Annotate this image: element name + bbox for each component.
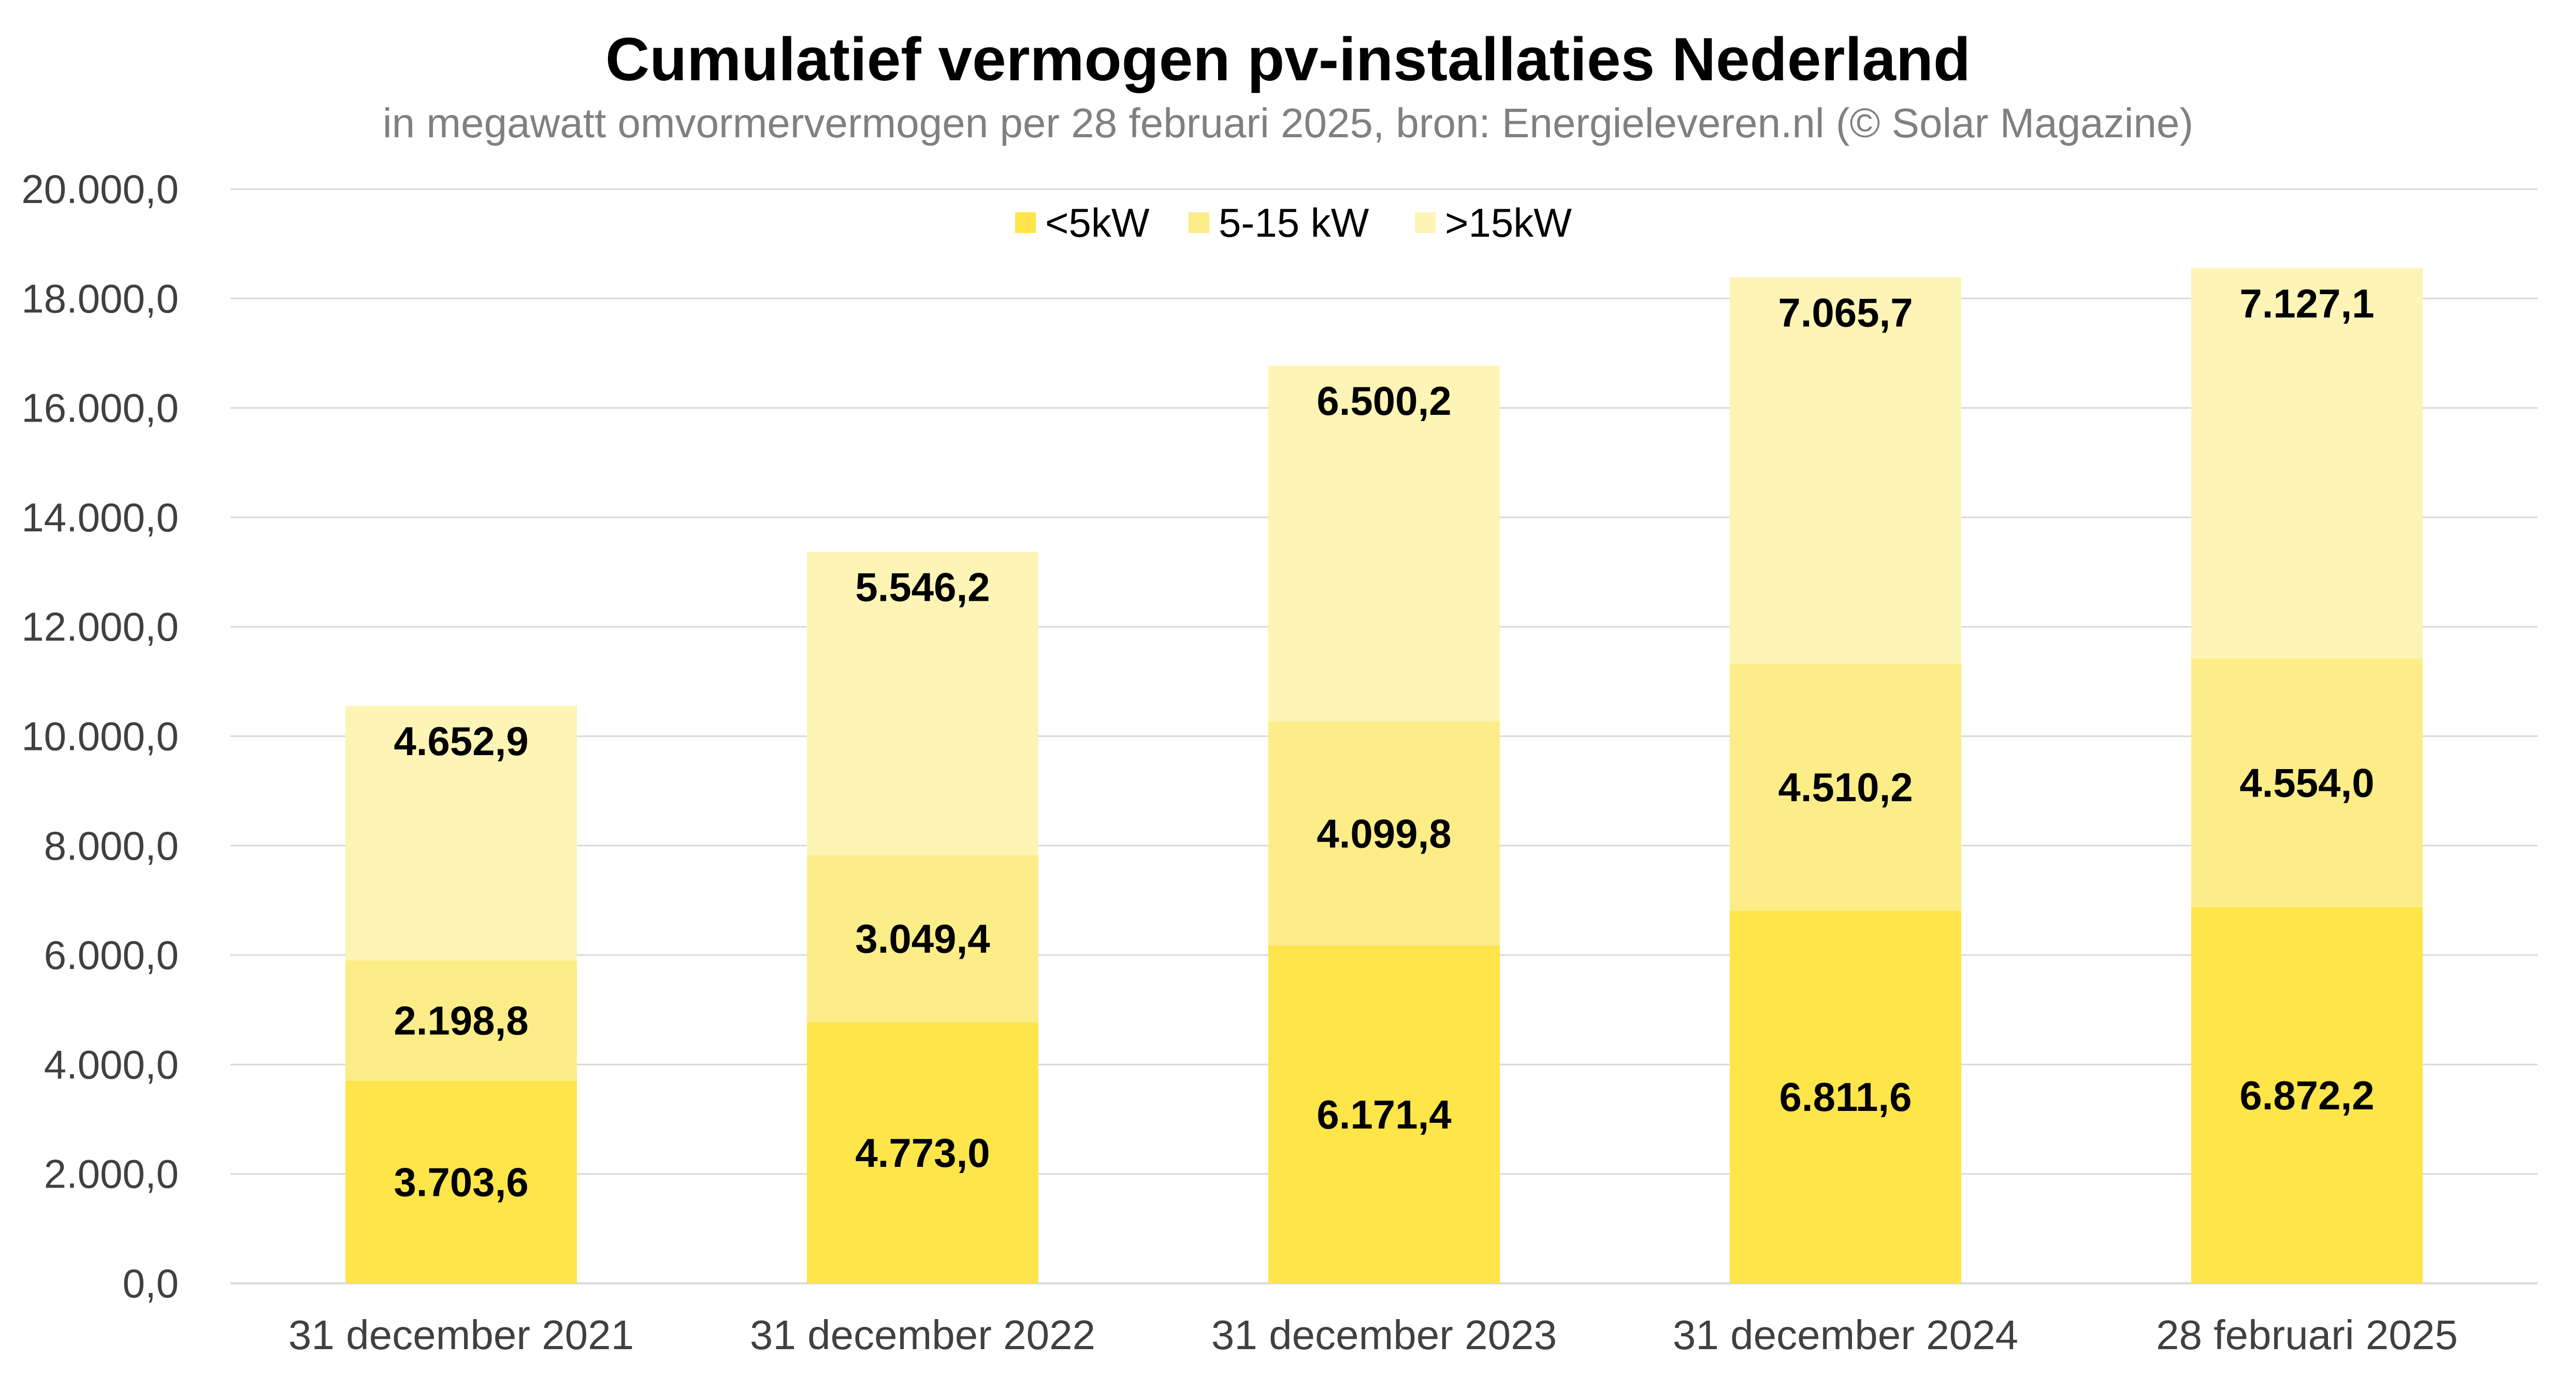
y-tick-label: 8.000,0 xyxy=(44,823,179,869)
y-tick-label: 18.000,0 xyxy=(21,276,179,321)
legend-swatch xyxy=(1015,212,1036,233)
data-label: 6.171,4 xyxy=(1316,1092,1451,1137)
x-axis-category-labels: 31 december 2021 31 december 2022 31 decem… xyxy=(288,1312,2458,1358)
bar-segment xyxy=(807,1022,1038,1283)
y-tick-label: 2.000,0 xyxy=(44,1151,179,1197)
data-label: 4.554,0 xyxy=(2239,760,2374,805)
y-tick-label: 12.000,0 xyxy=(21,604,179,649)
bar-segment xyxy=(1268,366,1500,721)
legend-swatch xyxy=(1415,212,1436,233)
y-tick-label: 16.000,0 xyxy=(21,385,179,431)
bar-segment xyxy=(1268,945,1500,1283)
y-tick-label: 4.000,0 xyxy=(44,1042,179,1087)
bar-segment xyxy=(1730,663,1961,911)
data-label: 6.872,2 xyxy=(2239,1073,2374,1118)
bar-segment xyxy=(807,552,1038,856)
y-tick-label: 0,0 xyxy=(123,1261,179,1306)
chart-title: Cumulatief vermogen pv-installaties Nede… xyxy=(605,25,1971,94)
data-label: 4.652,9 xyxy=(394,718,528,764)
data-label: 6.500,2 xyxy=(1316,378,1451,424)
bar-segment xyxy=(2191,268,2423,658)
data-label: 5.546,2 xyxy=(855,565,990,610)
x-category-label: 31 december 2024 xyxy=(1673,1312,2018,1358)
chart-subtitle: in megawatt omvormervermogen per 28 febr… xyxy=(383,100,2193,146)
data-labels: 3.703,6 2.198,8 4.652,9 4.773,0 3.049,4 5.546… xyxy=(394,281,2374,1205)
data-label: 3.049,4 xyxy=(855,916,990,962)
bar-segment xyxy=(345,1080,577,1283)
legend-swatch xyxy=(1189,212,1209,233)
bar-segment xyxy=(807,855,1038,1022)
x-category-label: 28 februari 2025 xyxy=(2156,1312,2458,1358)
data-label: 2.198,8 xyxy=(394,998,528,1044)
bar-segment xyxy=(2191,658,2423,907)
bar-segment xyxy=(345,960,577,1081)
data-label: 4.773,0 xyxy=(855,1130,990,1176)
y-tick-label: 14.000,0 xyxy=(21,495,179,540)
x-category-label: 31 december 2022 xyxy=(750,1312,1095,1358)
legend: <5kW 5-15 kW >15kW xyxy=(1015,200,1572,245)
data-label: 3.703,6 xyxy=(394,1159,528,1205)
bars xyxy=(345,268,2423,1283)
data-label: 6.811,6 xyxy=(1779,1074,1912,1120)
y-tick-label: 6.000,0 xyxy=(44,932,179,978)
data-label: 4.510,2 xyxy=(1778,764,1913,810)
data-label: 7.127,1 xyxy=(2239,281,2374,326)
data-label: 4.099,8 xyxy=(1316,811,1451,856)
data-label: 7.065,7 xyxy=(1778,290,1913,335)
y-tick-label: 10.000,0 xyxy=(21,714,179,759)
bar-segment xyxy=(1730,277,1961,664)
bar-segment xyxy=(2191,907,2423,1283)
y-tick-label: 20.000,0 xyxy=(21,166,179,212)
bar-segment xyxy=(1730,910,1961,1283)
bar-segment xyxy=(1268,721,1500,946)
x-category-label: 31 december 2021 xyxy=(288,1312,634,1358)
x-category-label: 31 december 2023 xyxy=(1211,1312,1557,1358)
legend-label: 5-15 kW xyxy=(1219,200,1369,245)
y-axis-tick-labels: 0,0 2.000,0 4.000,0 6.000,0 8.000,0 10.000,0 1… xyxy=(21,166,179,1306)
legend-label: <5kW xyxy=(1045,200,1150,245)
legend-label: >15kW xyxy=(1445,200,1572,245)
bar-segment xyxy=(345,705,577,961)
